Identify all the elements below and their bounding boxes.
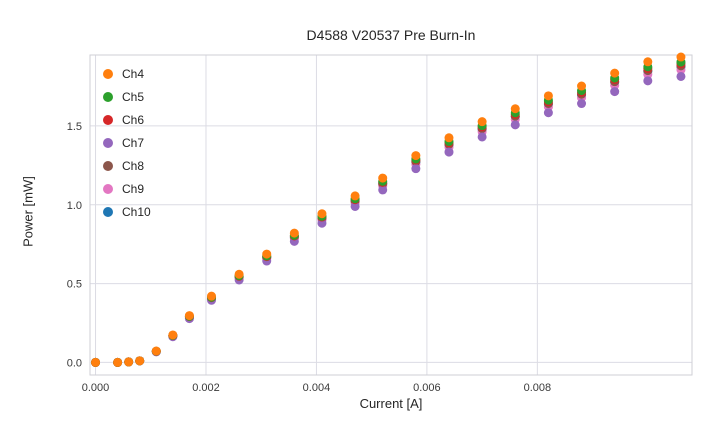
- data-point-ch4: [378, 173, 388, 183]
- data-point-ch4: [207, 291, 217, 301]
- y-tick-label: 1.0: [67, 200, 82, 212]
- legend-marker-icon: [103, 114, 113, 125]
- legend-item-label: Ch10: [122, 204, 151, 219]
- x-tick-label: 0.000: [82, 382, 110, 394]
- data-point-ch4: [577, 81, 587, 91]
- data-point-ch4: [411, 151, 421, 161]
- legend-marker-icon: [103, 91, 113, 102]
- y-axis-label: Power [mW]: [20, 176, 36, 247]
- legend-item-label: Ch9: [122, 181, 145, 196]
- data-point-ch4: [289, 228, 299, 238]
- y-tick-label: 0.5: [67, 279, 82, 291]
- data-point-ch7: [643, 76, 653, 86]
- data-point-ch7: [577, 99, 587, 109]
- chart-title: D4588 V20537 Pre Burn-In: [306, 27, 476, 43]
- data-point-ch4: [350, 191, 360, 201]
- data-point-ch7: [510, 120, 520, 130]
- data-point-ch7: [378, 185, 388, 195]
- data-point-ch4: [317, 209, 327, 219]
- data-point-ch4: [676, 52, 686, 62]
- data-point-ch4: [477, 117, 487, 127]
- data-point-ch4: [151, 346, 161, 356]
- x-tick-label: 0.002: [192, 382, 220, 394]
- data-point-ch4: [135, 356, 145, 366]
- data-point-ch7: [477, 132, 487, 142]
- legend-item-ch7: Ch7: [103, 131, 151, 154]
- legend-item-ch8: Ch8: [103, 154, 151, 177]
- data-point-ch4: [262, 249, 272, 259]
- data-point-ch4: [444, 133, 454, 143]
- x-axis-label: Current [A]: [359, 396, 423, 411]
- legend-item-ch6: Ch6: [103, 108, 151, 131]
- legend-item-label: Ch5: [122, 89, 145, 104]
- legend-item-ch5: Ch5: [103, 85, 151, 108]
- legend-marker-icon: [103, 160, 113, 171]
- data-point-ch4: [91, 357, 101, 367]
- legend-item-ch9: Ch9: [103, 177, 151, 200]
- data-point-ch7: [444, 147, 454, 157]
- y-tick-label: 1.5: [67, 121, 82, 133]
- legend-item-label: Ch4: [122, 66, 145, 81]
- legend-marker-icon: [103, 137, 113, 148]
- data-point-ch4: [234, 269, 244, 279]
- legend-item-label: Ch8: [122, 158, 145, 173]
- data-point-ch7: [411, 164, 421, 174]
- data-point-ch4: [184, 311, 194, 321]
- y-tick-label: 0.0: [67, 357, 82, 369]
- legend-marker-icon: [103, 68, 113, 79]
- data-point-ch4: [124, 357, 134, 367]
- x-tick-label: 0.008: [524, 382, 552, 394]
- data-point-ch4: [643, 57, 653, 67]
- legend: Ch4 Ch5 Ch6 Ch7 Ch8 Ch9 Ch10: [103, 62, 151, 223]
- data-point-ch4: [610, 68, 620, 78]
- x-tick-label: 0.004: [303, 382, 331, 394]
- data-point-ch4: [113, 357, 123, 367]
- legend-item-ch4: Ch4: [103, 62, 151, 85]
- data-point-ch4: [543, 91, 553, 101]
- legend-marker-icon: [103, 183, 113, 194]
- legend-item-label: Ch7: [122, 135, 145, 150]
- data-point-ch7: [350, 201, 360, 211]
- plot-border: [89, 54, 693, 376]
- data-point-ch7: [317, 218, 327, 228]
- data-point-ch4: [168, 330, 178, 340]
- data-point-ch7: [610, 87, 620, 97]
- data-point-ch7: [676, 71, 686, 81]
- data-point-ch4: [510, 104, 520, 114]
- x-tick-label: 0.006: [413, 382, 441, 394]
- legend-marker-icon: [103, 206, 113, 217]
- data-point-ch7: [543, 108, 553, 118]
- legend-item-ch10: Ch10: [103, 200, 151, 223]
- legend-item-label: Ch6: [122, 112, 145, 127]
